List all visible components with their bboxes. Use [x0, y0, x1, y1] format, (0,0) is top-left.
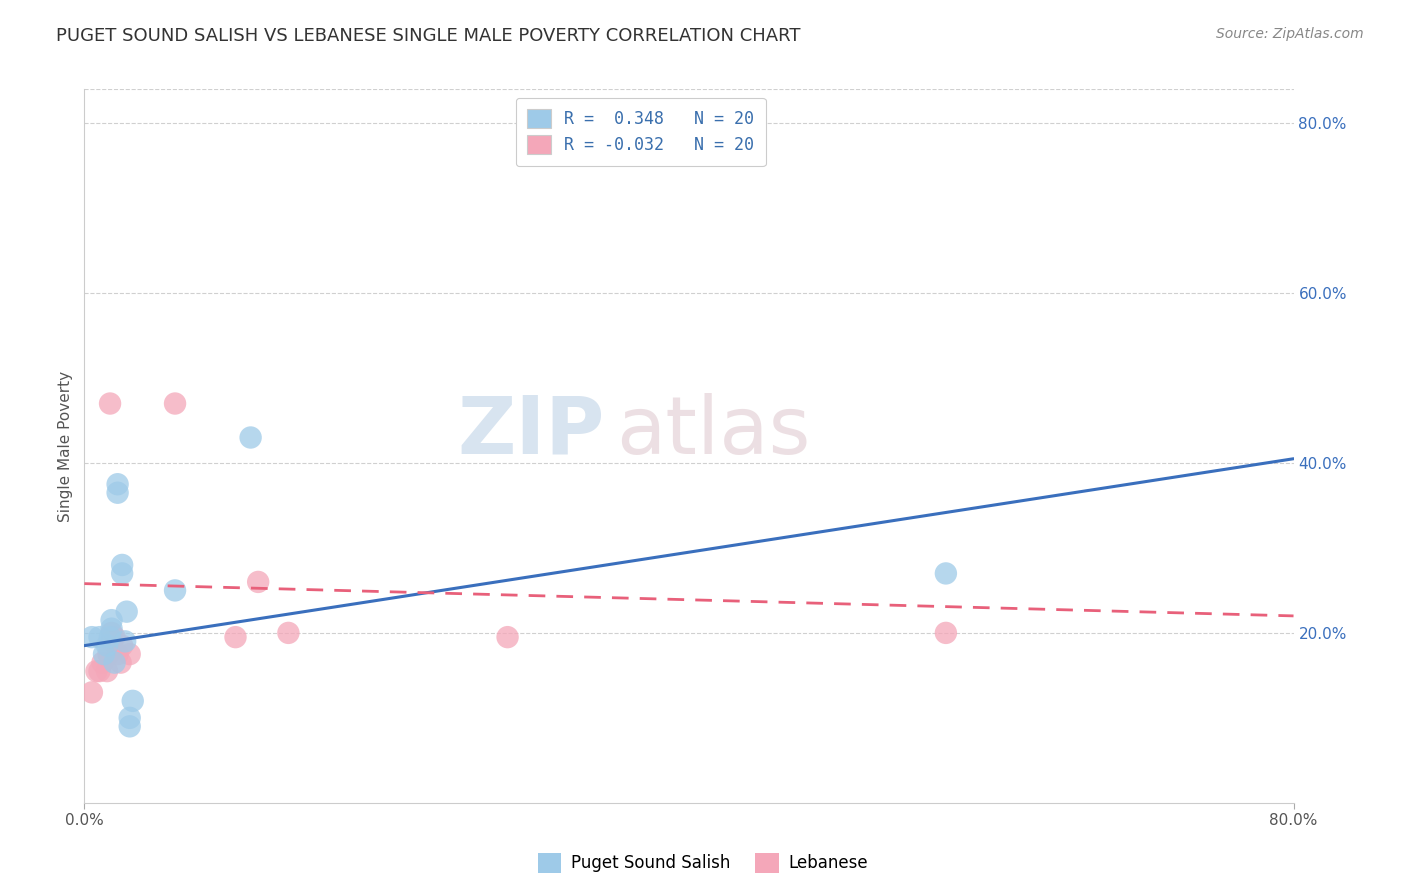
Point [107, 647, 129, 661]
Legend: Puget Sound Salish, Lebanese: Puget Sound Salish, Lebanese [531, 847, 875, 880]
Text: Source: ZipAtlas.com: Source: ZipAtlas.com [1216, 27, 1364, 41]
Point [225, 630, 247, 644]
Point [118, 719, 141, 733]
Y-axis label: Single Male Poverty: Single Male Poverty [58, 370, 73, 522]
Point [96, 664, 118, 678]
Point [98, 396, 121, 410]
Point [80, 685, 103, 699]
Point [165, 583, 187, 598]
Point [89, 664, 111, 678]
Point [86, 664, 108, 678]
Point [935, 566, 957, 581]
Point [80, 630, 103, 644]
Point [118, 647, 141, 661]
Point [97, 647, 120, 661]
Point [93, 647, 115, 661]
Point [104, 656, 127, 670]
Point [98, 630, 121, 644]
Point [100, 634, 122, 648]
Point [107, 477, 129, 491]
Point [100, 622, 122, 636]
Legend: R =  0.348   N = 20, R = -0.032   N = 20: R = 0.348 N = 20, R = -0.032 N = 20 [516, 97, 766, 166]
Point [107, 485, 129, 500]
Point [96, 639, 118, 653]
Point [111, 566, 134, 581]
Point [496, 630, 519, 644]
Point [277, 626, 299, 640]
Text: atlas: atlas [616, 392, 811, 471]
Point [104, 630, 127, 644]
Point [114, 634, 136, 648]
Point [111, 558, 134, 572]
Point [239, 430, 262, 444]
Point [91, 656, 114, 670]
Point [165, 396, 187, 410]
Point [89, 630, 111, 644]
Point [111, 639, 134, 653]
Text: ZIP: ZIP [457, 392, 605, 471]
Point [247, 574, 270, 589]
Point [121, 694, 143, 708]
Point [118, 711, 141, 725]
Point [935, 626, 957, 640]
Point [110, 656, 132, 670]
Text: PUGET SOUND SALISH VS LEBANESE SINGLE MALE POVERTY CORRELATION CHART: PUGET SOUND SALISH VS LEBANESE SINGLE MA… [56, 27, 801, 45]
Point [100, 626, 122, 640]
Point [100, 613, 122, 627]
Point [115, 605, 138, 619]
